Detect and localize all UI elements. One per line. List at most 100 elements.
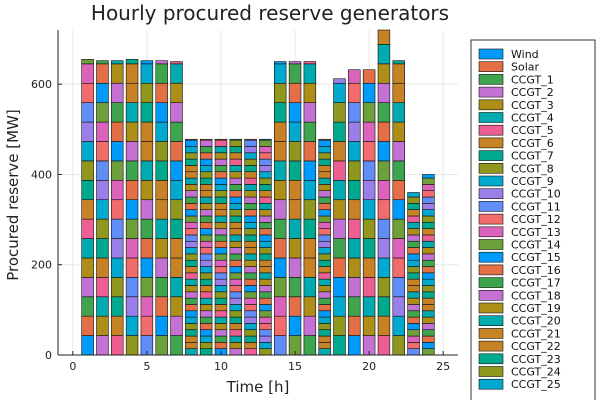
bar-segment	[333, 335, 346, 356]
bar-segment	[288, 61, 302, 65]
bar-segment	[125, 63, 139, 84]
legend-item: CCGT_15	[478, 251, 561, 264]
bar-segment	[185, 253, 198, 261]
legend-label: CCGT_13	[511, 226, 561, 239]
bar-segment	[259, 184, 272, 191]
bar-segment	[170, 63, 183, 84]
legend-item: CCGT_6	[478, 137, 554, 150]
legend-label: CCGT_10	[511, 188, 561, 201]
bar-segment	[348, 296, 361, 317]
bar-segment	[214, 234, 228, 242]
bar-segment	[229, 209, 243, 217]
bar-segment	[229, 291, 243, 299]
bar-segment	[392, 218, 405, 239]
bar-segment	[229, 348, 243, 356]
legend-label: CCGT_12	[511, 213, 561, 226]
bar-segment	[199, 329, 213, 337]
bar-segment	[96, 180, 109, 201]
legend-swatch	[478, 99, 504, 111]
bar-segment	[199, 272, 213, 280]
bar-segment	[185, 158, 198, 166]
bar-segment	[111, 296, 124, 317]
bar-segment	[392, 160, 405, 181]
bar-segment	[422, 297, 435, 305]
bar-segment	[362, 296, 376, 317]
bar-segment	[170, 277, 183, 298]
bar-hour-19	[348, 69, 361, 356]
bar-segment	[170, 199, 183, 220]
bar-segment	[125, 121, 139, 142]
bar-segment	[214, 310, 228, 318]
bar-segment	[273, 335, 287, 356]
legend-label: CCGT_16	[511, 264, 561, 277]
bar-segment	[244, 304, 257, 312]
bar-segment	[244, 209, 257, 217]
bar-segment	[185, 285, 198, 293]
legend-label: CCGT_22	[511, 340, 561, 353]
bar-segment	[333, 238, 346, 259]
bar-segment	[362, 69, 376, 84]
bar-segment	[170, 61, 183, 65]
bar-segment	[199, 234, 213, 242]
bar-segment	[214, 266, 228, 274]
bar-segment	[140, 63, 154, 84]
bar-segment	[407, 316, 420, 324]
bar-segment	[111, 218, 124, 239]
bar-segment	[318, 266, 331, 274]
bar-hour-22	[392, 60, 405, 356]
bar-segment	[170, 296, 183, 317]
bar-segment	[244, 158, 257, 166]
bar-segment	[273, 61, 287, 65]
bar-segment	[155, 199, 168, 220]
bar-segment	[318, 240, 331, 248]
bar-segment	[303, 102, 317, 123]
bar-segment	[422, 240, 435, 248]
bar-segment	[229, 139, 243, 147]
bar-segment	[259, 342, 272, 349]
bar-segment	[199, 139, 213, 147]
bar-segment	[81, 335, 94, 356]
bar-segment	[407, 192, 420, 198]
bar-segment	[185, 342, 198, 349]
bar-segment	[273, 102, 287, 123]
bar-segment	[199, 184, 213, 191]
bar-segment	[185, 272, 198, 280]
legend-label: CCGT_14	[511, 239, 561, 252]
bar-segment	[348, 121, 361, 142]
bar-segment	[259, 259, 272, 267]
bar-segment	[259, 234, 272, 242]
bar-segment	[140, 141, 154, 162]
bar-segment	[170, 141, 183, 162]
bar-segment	[259, 240, 272, 248]
bar-segment	[259, 139, 272, 147]
legend-swatch	[478, 150, 504, 161]
bar-segment	[259, 304, 272, 312]
bar-segment	[125, 82, 139, 103]
legend-item: CCGT_3	[478, 99, 554, 112]
bar-segment	[229, 165, 243, 173]
bar-segment	[288, 277, 302, 298]
bar-hour-7	[170, 61, 183, 356]
bar-segment	[140, 199, 154, 220]
bar-segment	[185, 310, 198, 318]
bar-segment	[155, 82, 168, 103]
bar-segment	[303, 218, 317, 239]
bar-segment	[333, 160, 346, 181]
legend-label: CCGT_24	[511, 366, 561, 379]
bar-segment	[140, 277, 154, 298]
bar-segment	[333, 257, 346, 278]
bar-segment	[318, 335, 331, 343]
bar-segment	[259, 171, 272, 179]
bar-segment	[259, 203, 272, 210]
bar-segment	[348, 315, 361, 336]
bar-segment	[392, 180, 405, 201]
legend-swatch	[478, 163, 504, 174]
bar-segment	[81, 141, 94, 162]
bar-segment	[303, 199, 317, 220]
bar-segment	[288, 238, 302, 259]
bar-segment	[362, 160, 376, 181]
bar-segment	[125, 218, 139, 239]
bar-segment	[259, 348, 272, 356]
bar-segment	[318, 215, 331, 223]
legend-label: CCGT_17	[511, 277, 561, 290]
